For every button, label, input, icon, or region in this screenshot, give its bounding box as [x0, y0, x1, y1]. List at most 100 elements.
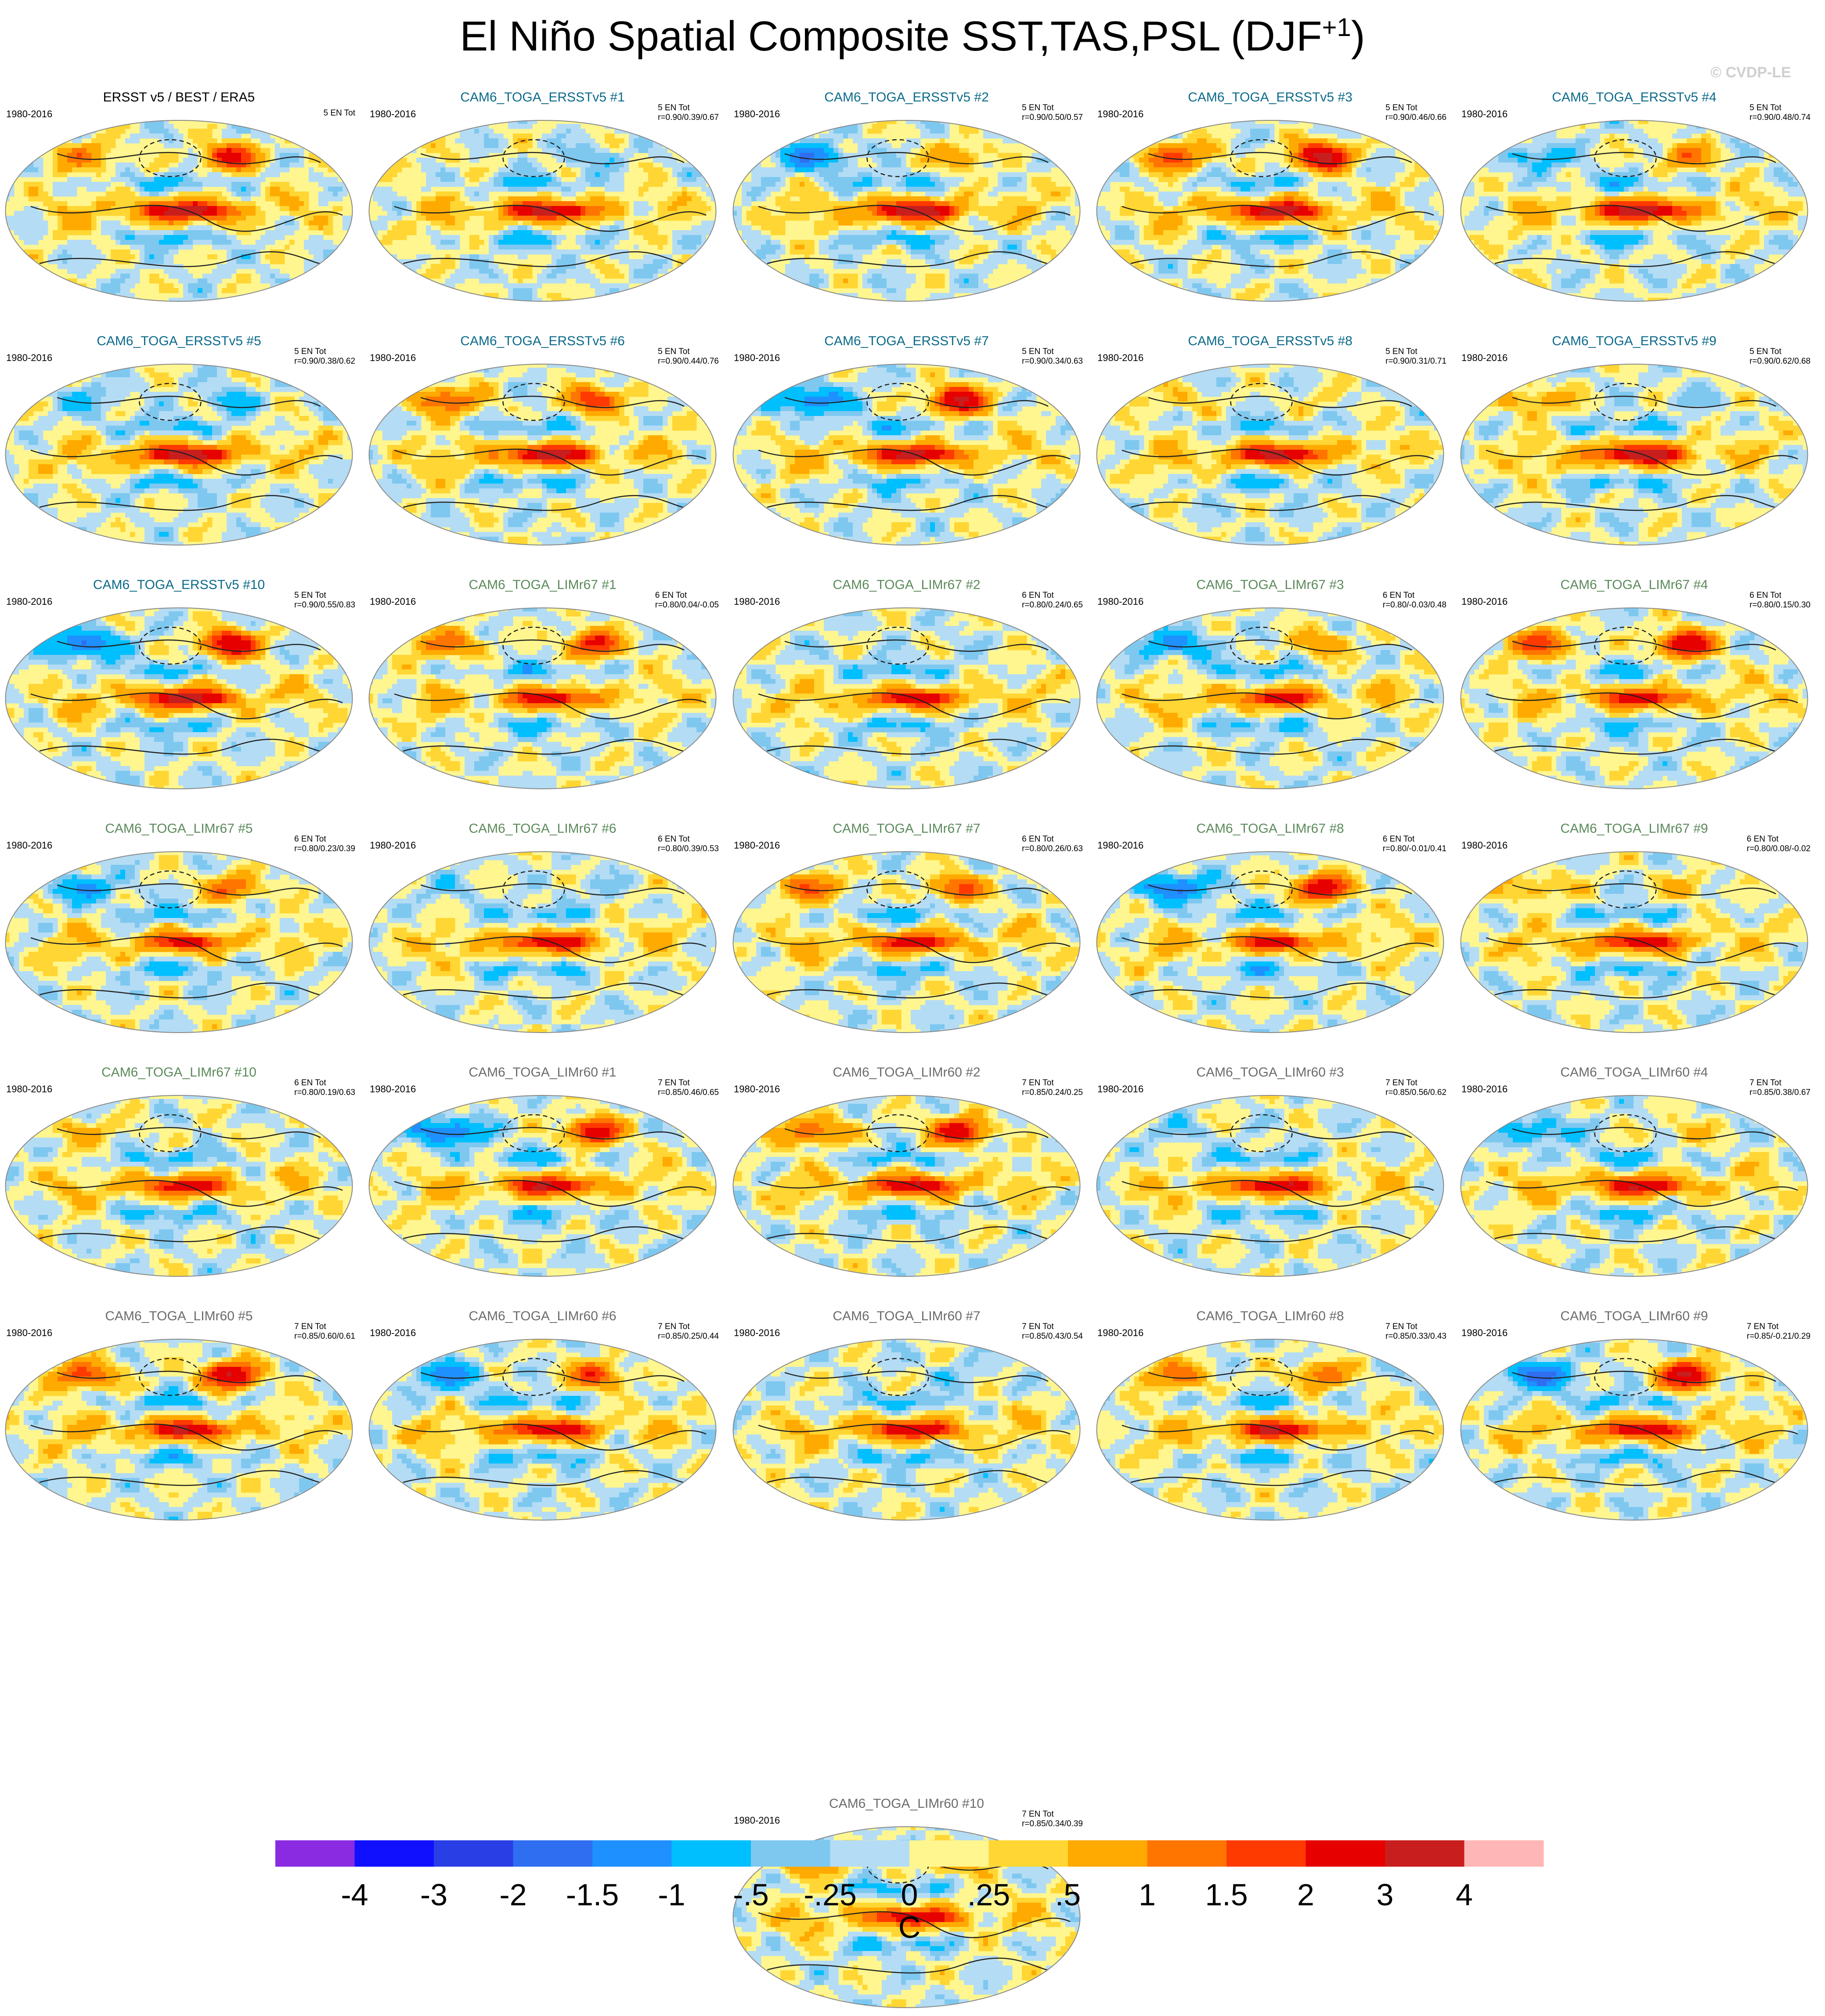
map-cell — [925, 249, 931, 255]
map-cell — [1183, 143, 1188, 148]
map-cell — [169, 158, 174, 163]
map-cell — [804, 138, 810, 144]
map-cell — [246, 245, 251, 250]
map-cell — [891, 182, 897, 187]
map-cell — [964, 191, 969, 197]
map-cell — [998, 187, 1003, 192]
map-cell — [455, 269, 460, 274]
map-cell — [672, 235, 678, 240]
map-cell — [930, 134, 935, 139]
map-cell — [552, 293, 557, 298]
map-cell — [222, 274, 227, 279]
map-cell — [571, 143, 576, 148]
map-cell — [101, 182, 106, 187]
map-cell — [436, 230, 441, 235]
map-cell — [202, 191, 208, 197]
map-cell — [1041, 187, 1046, 192]
map-cell — [77, 138, 82, 144]
map-cell — [173, 167, 179, 173]
map-cell — [256, 148, 261, 153]
map-cell — [265, 153, 271, 158]
map-cell — [969, 220, 974, 226]
map-cell — [140, 230, 145, 235]
map-cell — [605, 172, 610, 177]
map-cell — [1207, 134, 1212, 139]
map-cell — [455, 225, 460, 231]
map-cell — [819, 220, 824, 226]
map-cell — [737, 220, 742, 226]
map-cell — [949, 240, 955, 245]
map-cell — [561, 143, 566, 148]
map-cell — [193, 288, 198, 293]
map-cell — [833, 225, 839, 231]
map-cell — [460, 182, 465, 187]
map-cell — [872, 172, 877, 177]
map-cell — [1173, 153, 1178, 158]
map-cell — [251, 245, 256, 250]
map-cell — [998, 220, 1003, 226]
map-cell — [581, 269, 586, 274]
map-cell — [169, 153, 174, 158]
map-cell — [853, 138, 858, 144]
map-cell — [106, 129, 111, 134]
map-cell — [785, 216, 790, 221]
map-cell — [450, 177, 455, 182]
map-cell — [328, 177, 333, 182]
map-cell — [1115, 172, 1120, 177]
map-cell — [67, 182, 72, 187]
map-cell — [998, 254, 1003, 260]
map-cell — [338, 206, 343, 211]
map-cell — [824, 143, 829, 148]
map-cell — [265, 274, 271, 279]
map-cell — [663, 206, 668, 211]
map-cell — [532, 196, 537, 202]
map-cell — [460, 264, 465, 269]
map-cell — [993, 211, 998, 216]
map-cell — [672, 172, 678, 177]
map-cell — [882, 249, 887, 255]
map-cell — [125, 274, 130, 279]
map-cell — [518, 288, 523, 293]
map-cell — [1216, 143, 1222, 148]
map-cell — [256, 191, 261, 197]
map-cell — [135, 264, 140, 269]
map-cell — [949, 206, 955, 211]
map-cell — [450, 259, 455, 264]
map-cell — [523, 254, 528, 260]
map-cell — [887, 245, 892, 250]
map-cell — [906, 119, 911, 124]
map-cell — [421, 211, 426, 216]
map-cell — [833, 187, 839, 192]
map-cell — [125, 196, 130, 202]
map-cell — [877, 129, 882, 134]
map-cell — [906, 143, 911, 148]
map-cell — [858, 216, 863, 221]
map-cell — [800, 269, 805, 274]
map-cell — [853, 283, 858, 289]
map-cell — [96, 196, 101, 202]
map-cell — [648, 163, 653, 168]
map-cell — [581, 274, 586, 279]
map-cell — [1178, 172, 1183, 177]
map-cell — [775, 167, 781, 173]
map-cell — [935, 191, 940, 197]
map-cell — [1158, 167, 1164, 173]
map-cell — [67, 187, 72, 192]
map-cell — [600, 196, 605, 202]
map-cell — [1284, 129, 1289, 134]
map-cell — [590, 274, 595, 279]
map-cell — [1041, 240, 1046, 245]
map-cell — [935, 172, 940, 177]
map-cell — [954, 153, 959, 158]
map-cell — [848, 249, 853, 255]
map-cell — [72, 187, 77, 192]
map-cell — [115, 172, 121, 177]
map-cell — [1216, 148, 1222, 153]
map-cell — [426, 230, 431, 235]
map-cell — [111, 196, 116, 202]
map-cell — [862, 167, 868, 173]
map-cell — [115, 211, 121, 216]
map-cell — [265, 134, 271, 139]
map-cell — [906, 283, 911, 289]
